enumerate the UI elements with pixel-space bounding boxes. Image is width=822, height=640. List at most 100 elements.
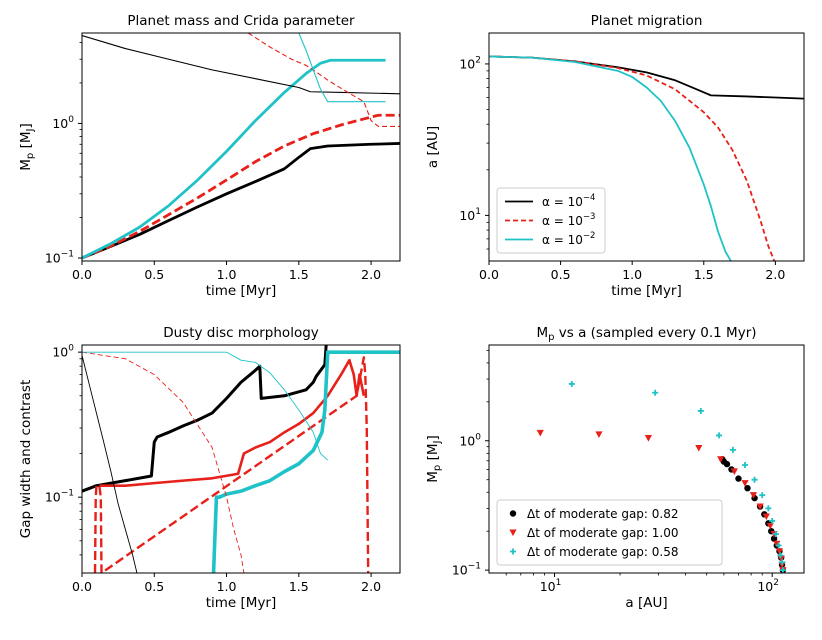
legend: Δt of moderate gap: 0.82 Δt of moderate g… [496,499,723,566]
plot-area [82,345,400,573]
scatter-point-triangle [717,456,725,463]
x-axis-label: time [Myr] [206,595,277,611]
legend-label-1: α = 10−4 [542,193,595,209]
y-axis-label: Mp [MJ] [425,435,443,482]
x-tick-label: 0.0 [72,267,92,282]
chart-title: Planet migration [591,13,703,29]
y-tick-label-base: 10 [459,433,475,448]
scatter-point-plus [716,432,723,439]
y-tick-label-exp: 0 [475,432,481,442]
series-line-3 [93,356,370,573]
y-tick-label: 100 [52,115,74,131]
scatter-point-plus [765,505,772,512]
legend-frame [496,499,723,566]
y-tick-label-exp: 0 [68,344,74,354]
scatter-point-plus [697,407,704,414]
series-line-5 [247,33,400,127]
y-tick-label-exp: −1 [468,562,481,572]
series-line-3 [82,58,386,260]
scatter-point-triangle [766,522,774,530]
chart-title: Mp vs a (sampled every 0.1 Myr) [536,325,756,343]
x-axis-label: a [AU] [625,595,667,611]
series-line-5 [82,355,138,573]
x-tick-label-base: 10 [757,579,773,594]
x-tick-label: 101 [540,578,562,594]
series-line-2 [99,358,366,487]
y-tick-label-base: 10 [52,116,68,131]
scatter-point-plus [741,461,748,468]
scatter-point-plus [751,476,758,483]
x-tick-label: 1.5 [289,579,309,594]
series-line-1 [82,345,328,493]
x-tick-label: 0.0 [72,579,92,594]
scatter-point-triangle [695,444,703,452]
series-line-3 [489,55,732,261]
y-tick-label: 100 [52,344,74,360]
x-axis-label: time [Myr] [611,283,682,299]
scatter-point-plus [759,492,766,499]
x-tick-label: 1.0 [217,267,237,282]
plot-area [489,55,804,261]
y-label-sub1: p [25,153,36,159]
scatter-point-triangle [536,429,544,437]
legend-frame [496,187,606,254]
scatter-point-triangle [773,540,781,548]
legend-label-3: Δt of moderate gap: 0.58 [527,545,679,559]
x-tick-label-base: 10 [540,579,556,594]
legend-marker-triangle [509,529,517,537]
scatter-point-circle [735,475,742,482]
panel-4: Mp vs a (sampled every 0.1 Myr)101 10210−… [425,325,805,611]
chart-title-pre: M [536,325,548,341]
axes-frame [488,344,805,574]
legend-label-1: Δt of moderate gap: 0.82 [527,507,679,521]
y-tick-label-base: 10 [52,345,68,360]
x-tick-label: 1.0 [622,267,642,282]
y-axis-label: Gap width and contrast [18,380,34,538]
legend-label-exp: −2 [583,231,596,241]
chart-title: Dusty disc morphology [163,325,319,341]
y-label-sub2: J [432,441,443,445]
chart-title: Planet mass and Crida parameter [127,13,355,29]
y-tick-label-exp: 2 [475,55,481,65]
y-tick-label: 10−1 [45,489,74,505]
x-tick-label: 2.0 [361,579,381,594]
y-axis-label: a [AU] [425,126,441,168]
series-line-6 [298,33,386,103]
legend-marker-circle [509,510,517,517]
x-tick-label: 2.0 [361,267,381,282]
y-label-sub2: J [25,129,36,133]
plot-area [82,33,400,260]
y-tick-label-exp: −1 [61,250,74,260]
scatter-point-triangle [762,513,770,521]
legend-label-2: Δt of moderate gap: 1.00 [527,526,679,540]
scatter-point-triangle [730,468,738,475]
y-label-mid: [M [425,444,441,465]
series-line-1 [82,142,400,260]
y-tick-label-base: 10 [459,208,475,223]
scatter-point-plus [769,517,776,524]
y-tick-label-base: 10 [45,251,61,266]
y-axis-label: Mp [MJ] [18,123,36,170]
y-tick-label-base: 10 [459,56,475,71]
x-tick-label: 1.5 [289,267,309,282]
y-tick-label-exp: 0 [68,115,74,125]
panel-1: Planet mass and Crida parameter 0.0 0.5 1.0… [18,13,401,299]
scatter-point-plus [777,552,784,559]
chart-title-post: vs a (sampled every 0.1 Myr) [554,325,756,341]
scatter-point-plus [775,542,782,549]
y-tick-label-base: 10 [45,490,61,505]
scatter-point-triangle [756,503,764,511]
legend-label-text: α = 10 [542,195,583,209]
y-label-end: ] [425,435,441,440]
scatter-point-plus [779,559,786,566]
y-tick-label: 100 [459,432,481,448]
y-tick-label: 101 [459,207,481,223]
axes-frame [81,344,401,574]
legend-label-3: α = 10−2 [542,231,595,247]
y-tick-label: 10−1 [45,250,74,266]
scatter-point-triangle [482,430,489,437]
scatter-point-triangle [644,435,653,442]
scatter-point-plus [482,377,488,383]
x-tick-label: 0.5 [551,267,571,282]
